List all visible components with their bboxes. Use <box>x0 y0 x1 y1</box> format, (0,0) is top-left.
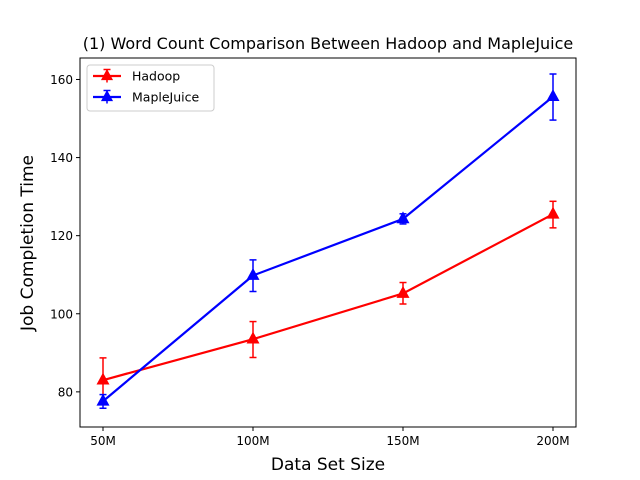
axis-ticks: 50M 100M 150M 200M 80 100 120 140 160 <box>50 73 570 448</box>
hadoop-data-point <box>396 285 410 298</box>
x-tick-label: 150M <box>386 434 419 448</box>
legend-maplejuice-marker <box>100 89 114 102</box>
y-tick-label: 100 <box>50 307 73 321</box>
hadoop-series-line <box>102 213 554 382</box>
maplejuice-data-point <box>246 267 260 280</box>
legend-hadoop-label: Hadoop <box>132 69 180 84</box>
plot-area <box>96 73 560 410</box>
maplejuice-data-point <box>546 89 560 102</box>
y-tick-label: 80 <box>58 385 73 399</box>
hadoop-data-point <box>96 372 110 385</box>
maplejuice-data-point <box>96 393 110 406</box>
x-axis-label: Data Set Size <box>271 455 385 475</box>
x-tick-label: 50M <box>90 434 116 448</box>
x-tick-label: 200M <box>536 434 569 448</box>
y-axis-label: Job Completion Time <box>18 155 38 332</box>
y-tick-label: 120 <box>50 229 73 243</box>
legend-hadoop-marker <box>100 68 114 81</box>
x-tick-label: 100M <box>236 434 269 448</box>
y-tick-label: 140 <box>50 151 73 165</box>
hadoop-data-point <box>546 206 560 219</box>
hadoop-data-point <box>246 331 260 344</box>
maplejuice-series-line <box>102 95 554 403</box>
maplejuice-data-point <box>396 211 410 224</box>
legend: Hadoop MapleJuice <box>86 64 215 112</box>
y-tick-label: 160 <box>50 73 73 87</box>
chart-title: (1) Word Count Comparison Between Hadoop… <box>83 34 574 53</box>
axes-frame <box>79 57 577 428</box>
legend-maplejuice-label: MapleJuice <box>132 90 199 105</box>
